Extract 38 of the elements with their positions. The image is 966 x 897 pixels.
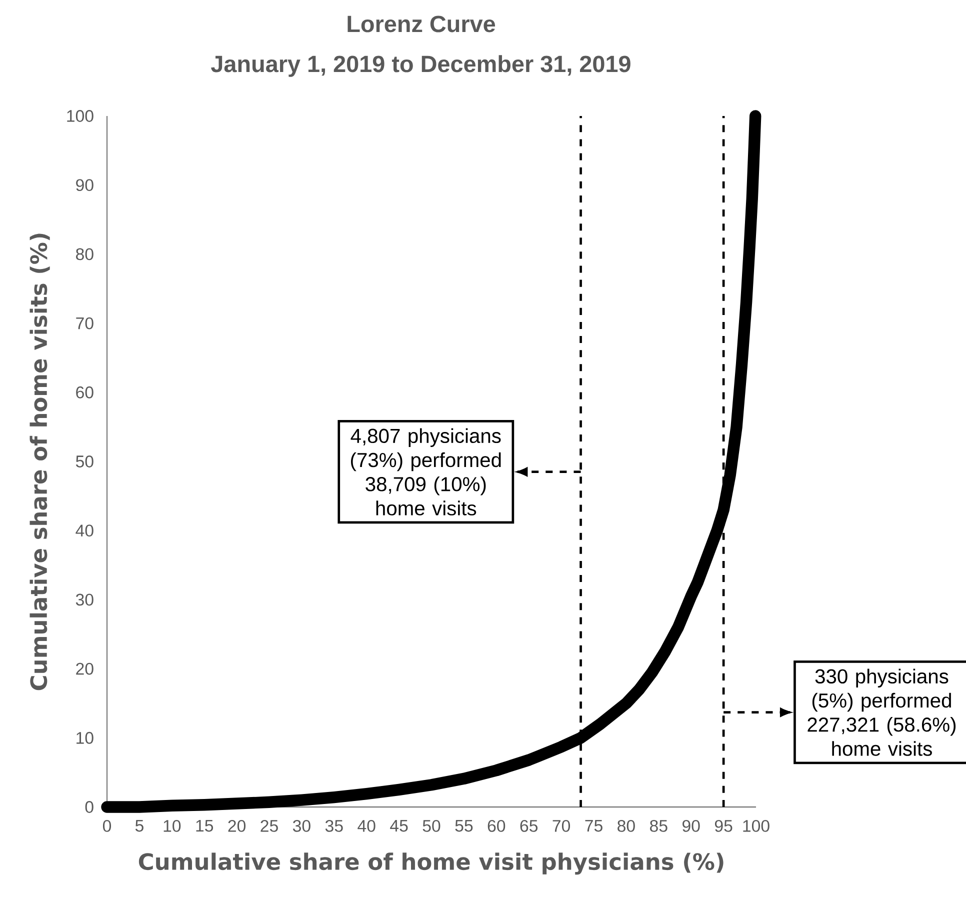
y-tick-label: 0 [85, 801, 94, 813]
x-tick-label: 100 [743, 820, 770, 832]
y-tick-label: 70 [76, 317, 94, 330]
x-tick-label: 60 [488, 820, 506, 832]
x-tick-label: 55 [455, 820, 473, 832]
x-tick-label: 0 [102, 820, 112, 832]
x-tick-label: 90 [682, 820, 700, 832]
chart-title: Lorenz Curve [348, 16, 496, 32]
y-tick-label: 50 [76, 456, 94, 468]
text: 330 physicians (5%) performed 227,321 (58.6%) home visits [808, 668, 956, 756]
y-tick-label: 60 [76, 386, 94, 398]
x-axis-title: Cumulative share of home visit physicians (%) [138, 852, 724, 875]
y-tick-label: 90 [76, 179, 94, 192]
y-axis-title: Cumulative share of home visits (%) [30, 234, 50, 690]
y-tick-label: 80 [76, 248, 94, 260]
annotation: 4,807 physicians (73%) performed 38,709 (10%) home visits [350, 428, 501, 516]
y-tick-label: 40 [76, 524, 94, 537]
x-tick-label: 10 [164, 820, 181, 832]
x-tick-label: 15 [196, 820, 214, 832]
x-tick-label: 45 [390, 820, 408, 832]
x-tick-label: 80 [618, 820, 635, 832]
y-tick-label: 20 [76, 662, 94, 675]
chart-subtitle: January 1, 2019 to December 31, 2019 [211, 55, 630, 77]
x-tick-label: 5 [135, 820, 144, 832]
x-tick-label: 25 [260, 820, 278, 832]
x-tick-label: 85 [650, 820, 668, 832]
x-tick-label: 30 [292, 820, 310, 832]
x-tick-label: 95 [714, 820, 732, 832]
y-tick-label: 100 [67, 110, 94, 122]
x-tick-label: 70 [552, 820, 570, 832]
x-tick-label: 40 [358, 820, 376, 832]
y-tick-label: 30 [76, 594, 94, 606]
x-tick-label: 50 [422, 820, 440, 832]
x-tick-label: 65 [520, 820, 538, 832]
x-tick-label: 35 [325, 820, 343, 832]
x-tick-label: 20 [228, 820, 246, 832]
x-tick-label: 75 [585, 820, 602, 832]
y-tick-label: 10 [76, 732, 94, 744]
